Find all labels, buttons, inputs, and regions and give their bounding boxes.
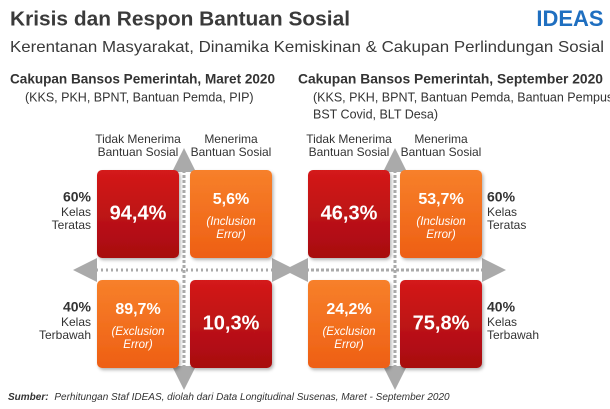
row-label: Kelas [487,205,517,219]
cell-box-red [190,280,272,368]
panel-subtitle: BST Covid, BLT Desa) [313,107,438,121]
cell-note: (Exclusion [322,326,375,338]
column-label: Tidak Menerima [95,132,181,146]
cell-value: 5,6% [213,191,249,208]
row-label: Kelas [61,315,91,329]
cell-value: 53,7% [418,191,463,208]
panels: Cakupan Bansos Pemerintah, Maret 2020 (KK… [10,71,610,390]
cell-value: 46,3% [321,202,378,224]
column-label: Tidak Menerima [306,132,392,146]
cell-note: Error) [216,229,246,241]
row-pct: 60% [63,189,92,205]
cell-value: 94,4% [110,202,167,224]
cell-note: Error) [426,229,456,241]
panel-subtitle: (KKS, PKH, BPNT, Bantuan Pemda, PIP) [25,90,254,104]
cell-note: Error) [123,339,153,351]
column-label: Bantuan Sosial [98,145,179,159]
cell-value: 89,7% [115,301,160,318]
row-label: Terbawah [39,328,91,342]
column-label: Bantuan Sosial [401,145,482,159]
panel-subtitle: (KKS, PKH, BPNT, Bantuan Pemda, Bantuan … [313,90,610,104]
source-text: Perhitungan Staf IDEAS, diolah dari Data… [54,392,450,403]
cell-box-red [308,170,390,258]
row-label: Kelas [61,205,91,219]
cell-value: 75,8% [413,312,470,334]
panel-title: Cakupan Bansos Pemerintah, Maret 2020 [10,71,275,87]
row-label: Terbawah [487,328,539,342]
row-label: Teratas [52,218,91,232]
cell-note: (Inclusion [206,216,255,228]
cell-box-orange [97,280,179,368]
logo: IDEAS [536,6,603,31]
panel-title: Cakupan Bansos Pemerintah, September 202… [298,71,603,87]
source: Sumber: Perhitungan Staf IDEAS, diolah d… [8,392,450,403]
title: Krisis dan Respon Bantuan Sosial [10,8,350,30]
row-pct: 40% [487,299,516,315]
row-pct: 40% [63,299,92,315]
cell-note: (Exclusion [111,326,164,338]
cell-box-red [97,170,179,258]
cell-box-orange [190,170,272,258]
cell-box-orange [308,280,390,368]
cell-value: 24,2% [326,301,371,318]
column-label: Menerima [204,132,258,146]
cell-note: Error) [334,339,364,351]
cell-value: 10,3% [203,312,260,334]
cell-note: (Inclusion [416,216,465,228]
row-label: Kelas [487,315,517,329]
column-label: Menerima [414,132,468,146]
row-pct: 60% [487,189,516,205]
subtitle: Kerentanan Masyarakat, Dinamika Kemiskin… [10,39,604,56]
column-label: Bantuan Sosial [191,145,272,159]
source-label: Sumber: [8,392,49,403]
column-label: Bantuan Sosial [309,145,390,159]
cell-box-red [400,280,482,368]
cell-box-orange [400,170,482,258]
row-label: Teratas [487,218,526,232]
